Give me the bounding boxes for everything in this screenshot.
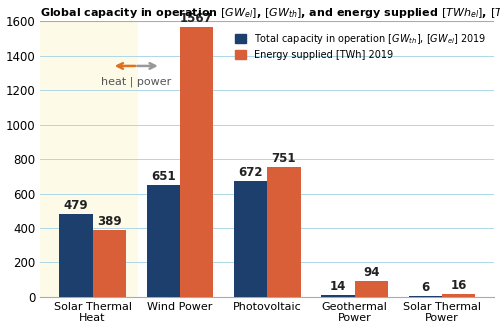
Legend: Total capacity in operation $[GW_{th}]$, $[GW_{el}]$ 2019, Energy supplied [TWh]: Total capacity in operation $[GW_{th}]$,… bbox=[232, 29, 489, 63]
Text: heat | power: heat | power bbox=[101, 76, 172, 87]
Bar bbox=[146, 185, 180, 297]
Text: 6: 6 bbox=[422, 281, 430, 294]
Text: 14: 14 bbox=[330, 280, 346, 292]
Text: 1567: 1567 bbox=[180, 12, 213, 25]
Text: 651: 651 bbox=[151, 170, 176, 183]
Bar bbox=[354, 281, 388, 297]
Text: 389: 389 bbox=[97, 215, 122, 228]
Text: 751: 751 bbox=[272, 152, 296, 165]
Bar bbox=[268, 167, 300, 297]
Bar bbox=[60, 215, 92, 297]
Text: Global capacity in operation $[GW_{el}]$, $[GW_{th}]$, and energy supplied $[TWh: Global capacity in operation $[GW_{el}]$… bbox=[40, 6, 500, 19]
Bar bbox=[442, 294, 475, 297]
Bar bbox=[40, 21, 138, 297]
Bar bbox=[180, 27, 213, 297]
Text: 94: 94 bbox=[363, 266, 380, 279]
Text: 479: 479 bbox=[64, 199, 88, 212]
Text: 16: 16 bbox=[450, 279, 467, 292]
Bar bbox=[409, 296, 442, 297]
Bar bbox=[92, 230, 126, 297]
Text: 672: 672 bbox=[238, 166, 263, 179]
Bar bbox=[234, 181, 268, 297]
Bar bbox=[322, 294, 354, 297]
